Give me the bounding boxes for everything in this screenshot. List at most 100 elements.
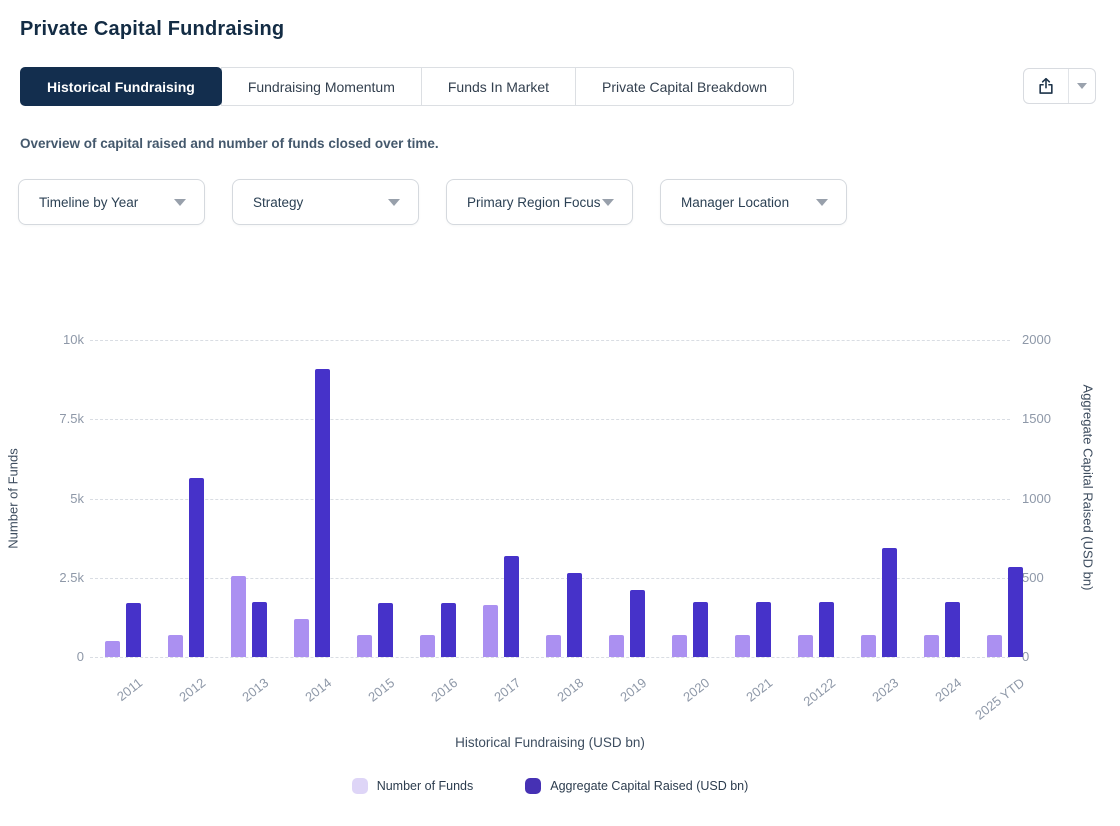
chevron-down-icon bbox=[1077, 83, 1087, 89]
chevron-down-icon bbox=[602, 198, 614, 206]
chart-legend: Number of Funds Aggregate Capital Raised… bbox=[90, 778, 1010, 794]
bar-number-of-funds-2013[interactable] bbox=[231, 576, 246, 657]
filter-label: Manager Location bbox=[681, 194, 790, 210]
y-axis-title-right: Aggregate Capital Raised (USD bn) bbox=[1080, 384, 1096, 591]
bar-number-of-funds-2012[interactable] bbox=[168, 634, 183, 657]
filters-row: Timeline by Year Strategy Primary Region… bbox=[18, 179, 847, 225]
filter-label: Primary Region Focus bbox=[467, 194, 601, 210]
bar-number-of-funds-2024[interactable] bbox=[924, 634, 939, 657]
bar-number-of-funds-2016[interactable] bbox=[420, 634, 435, 657]
y-axis-ticks-right: 0 500 1000 1500 2000 bbox=[1022, 332, 1074, 664]
tab-label: Historical Fundraising bbox=[47, 78, 195, 95]
y-axis-title-left: Number of Funds bbox=[5, 448, 21, 549]
bar-number-of-funds-2017[interactable] bbox=[483, 605, 498, 657]
bar-number-of-funds-2025-ytd[interactable] bbox=[987, 634, 1002, 657]
bar-aggregate-capital-2011[interactable] bbox=[126, 603, 141, 657]
filter-label: Timeline by Year bbox=[39, 194, 139, 210]
filter-timeline-by-year[interactable]: Timeline by Year bbox=[18, 179, 205, 225]
filter-primary-region-focus[interactable]: Primary Region Focus bbox=[446, 179, 633, 225]
bar-number-of-funds-20122[interactable] bbox=[798, 634, 813, 657]
bar-aggregate-capital-2019[interactable] bbox=[630, 590, 645, 657]
axis-tick-label: 1000 bbox=[1022, 490, 1051, 506]
gridline bbox=[90, 657, 1010, 658]
x-axis-label: 2013 bbox=[239, 675, 272, 705]
legend-label: Number of Funds bbox=[376, 779, 474, 793]
tab-historical-fundraising[interactable]: Historical Fundraising bbox=[20, 67, 222, 106]
bar-number-of-funds-2011[interactable] bbox=[105, 641, 120, 657]
legend-swatch-light bbox=[351, 778, 368, 794]
x-axis-label: 2019 bbox=[617, 675, 650, 705]
export-button-group bbox=[1023, 68, 1096, 104]
page-title: Private Capital Fundraising bbox=[20, 18, 285, 40]
bar-number-of-funds-2020[interactable] bbox=[672, 634, 687, 657]
axis-tick-label: 1500 bbox=[1022, 411, 1051, 427]
x-axis-label: 2011 bbox=[113, 675, 146, 705]
x-axis-label: 2014 bbox=[302, 675, 335, 705]
legend-swatch-dark bbox=[525, 778, 542, 794]
bar-aggregate-capital-2023[interactable] bbox=[882, 548, 897, 657]
bar-aggregate-capital-2024[interactable] bbox=[945, 602, 960, 657]
share-export-icon bbox=[1036, 76, 1056, 96]
x-axis-label: 2023 bbox=[869, 675, 902, 705]
plot-area bbox=[90, 340, 1023, 658]
bar-aggregate-capital-2015[interactable] bbox=[378, 603, 393, 657]
bar-aggregate-capital-2012[interactable] bbox=[189, 477, 204, 657]
bar-number-of-funds-2019[interactable] bbox=[609, 634, 624, 657]
page-subtitle: Overview of capital raised and number of… bbox=[20, 136, 439, 151]
axis-tick-label: 5k bbox=[70, 490, 84, 506]
bar-aggregate-capital-2013[interactable] bbox=[252, 602, 267, 657]
x-axis-labels: 2011 2012 2013 2014 2015 2016 2017 2018 2019 2020… bbox=[90, 657, 1027, 723]
share-export-button[interactable] bbox=[1024, 69, 1069, 103]
x-axis-label: 2024 bbox=[932, 675, 965, 705]
legend-item-number-of-funds[interactable]: Number of Funds bbox=[351, 778, 474, 794]
filter-manager-location[interactable]: Manager Location bbox=[660, 179, 847, 225]
tab-private-capital-breakdown[interactable]: Private Capital Breakdown bbox=[575, 67, 795, 106]
axis-tick-label: 0 bbox=[76, 649, 84, 664]
bar-aggregate-capital-2014[interactable] bbox=[315, 368, 330, 657]
bar-number-of-funds-2018[interactable] bbox=[546, 634, 561, 657]
bar-aggregate-capital-2021[interactable] bbox=[756, 602, 771, 657]
bar-number-of-funds-2015[interactable] bbox=[357, 634, 372, 657]
tab-fundraising-momentum[interactable]: Fundraising Momentum bbox=[220, 67, 422, 106]
x-axis-label: 2020 bbox=[680, 675, 713, 705]
tab-label: Funds In Market bbox=[447, 78, 550, 95]
bar-number-of-funds-2014[interactable] bbox=[294, 619, 309, 657]
x-axis-label: 20122 bbox=[800, 675, 839, 710]
gridline bbox=[90, 340, 1010, 341]
tab-label: Fundraising Momentum bbox=[247, 78, 395, 95]
gridline bbox=[90, 498, 1010, 500]
legend-item-aggregate-capital[interactable]: Aggregate Capital Raised (USD bn) bbox=[525, 778, 748, 794]
bar-aggregate-capital-2025-ytd[interactable] bbox=[1008, 567, 1023, 657]
bar-aggregate-capital-2016[interactable] bbox=[441, 603, 456, 657]
x-axis-label: 2015 bbox=[365, 675, 398, 705]
axis-tick-label: 500 bbox=[1022, 569, 1044, 585]
gridline bbox=[90, 577, 1010, 579]
bar-aggregate-capital-20122[interactable] bbox=[819, 602, 834, 657]
filter-strategy[interactable]: Strategy bbox=[232, 179, 419, 225]
x-axis-label: 2016 bbox=[428, 675, 461, 705]
export-options-button[interactable] bbox=[1069, 69, 1095, 103]
bar-aggregate-capital-2018[interactable] bbox=[567, 573, 582, 657]
x-axis-title: Historical Fundraising (USD bn) bbox=[455, 735, 645, 750]
gridline bbox=[90, 419, 1010, 421]
x-axis-label: 2018 bbox=[554, 675, 587, 705]
tab-bar: Historical Fundraising Fundraising Momen… bbox=[20, 67, 795, 106]
bar-number-of-funds-2021[interactable] bbox=[735, 634, 750, 657]
axis-tick-label: 7.5k bbox=[59, 411, 84, 427]
chevron-down-icon bbox=[174, 198, 186, 206]
x-axis-label: 2025 YTD bbox=[972, 675, 1028, 723]
tab-label: Private Capital Breakdown bbox=[602, 78, 768, 95]
bar-number-of-funds-2023[interactable] bbox=[861, 634, 876, 657]
axis-tick-label: 10k bbox=[63, 332, 84, 347]
tab-funds-in-market[interactable]: Funds In Market bbox=[420, 67, 577, 106]
y-axis-ticks-left: 0 2.5k 5k 7.5k 10k bbox=[38, 332, 84, 664]
chevron-down-icon bbox=[816, 198, 828, 206]
bar-aggregate-capital-2020[interactable] bbox=[693, 602, 708, 657]
x-axis-label: 2017 bbox=[491, 675, 524, 705]
bar-aggregate-capital-2017[interactable] bbox=[504, 555, 519, 657]
chevron-down-icon bbox=[388, 198, 400, 206]
x-axis-label: 2012 bbox=[176, 675, 209, 705]
axis-tick-label: 2.5k bbox=[59, 569, 84, 585]
x-axis-label: 2021 bbox=[743, 675, 776, 705]
